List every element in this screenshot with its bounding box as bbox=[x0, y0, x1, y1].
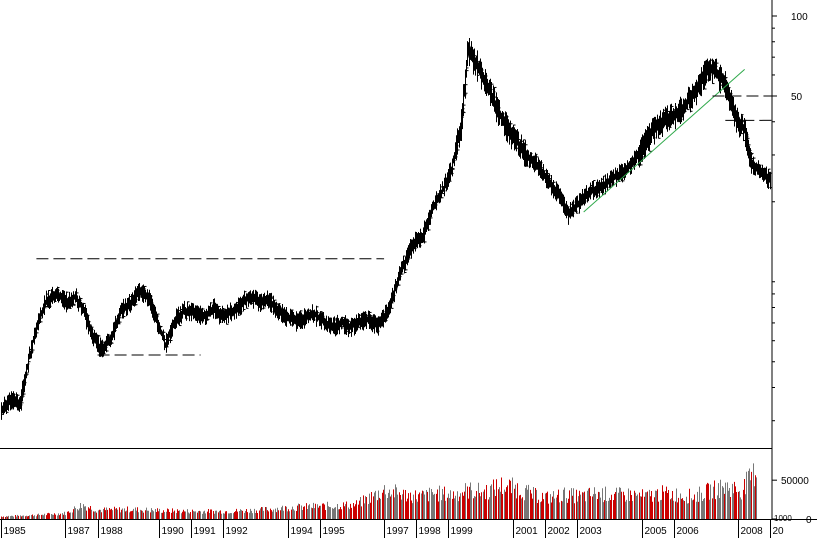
time-tick-label-5: 1992 bbox=[226, 526, 249, 537]
time-tick-label-11: 2001 bbox=[516, 526, 539, 537]
volume-unit-label: 1000 bbox=[774, 514, 792, 523]
time-tick-label-13: 2003 bbox=[580, 526, 603, 537]
annotation-layer bbox=[36, 68, 772, 356]
time-tick-label-8: 1997 bbox=[387, 526, 410, 537]
volume-panel bbox=[1, 463, 757, 519]
time-tick-label-3: 1990 bbox=[162, 526, 185, 537]
volume-tick-label-1: 0 bbox=[806, 515, 812, 526]
green-trendline bbox=[583, 68, 745, 213]
time-tick-label-9: 1998 bbox=[419, 526, 442, 537]
volume-axis: 50000 0 1000 bbox=[772, 476, 812, 526]
time-axis: 1985 1987 1988 1990 1991 1992 1994 1995 1997 1998… bbox=[0, 519, 817, 538]
time-tick-label-10: 1999 bbox=[451, 526, 474, 537]
time-tick-label-16: 2008 bbox=[741, 526, 764, 537]
volume-tick-label-0: 50000 bbox=[781, 476, 809, 487]
time-tick-label-14: 2005 bbox=[645, 526, 668, 537]
time-tick-label-7: 1995 bbox=[323, 526, 346, 537]
price-tick-label-1: 50 bbox=[791, 92, 803, 103]
time-tick-label-12: 2002 bbox=[548, 526, 571, 537]
time-tick-label-17: 20 bbox=[773, 526, 785, 537]
price-tick-label-0: 100 bbox=[791, 12, 808, 23]
time-tick-label-4: 1991 bbox=[194, 526, 217, 537]
time-tick-label-1: 1987 bbox=[68, 526, 91, 537]
time-tick-label-6: 1994 bbox=[291, 526, 314, 537]
time-tick-label-0: 1985 bbox=[4, 526, 27, 537]
time-tick-label-15: 2006 bbox=[677, 526, 700, 537]
price-axis: 100 50 bbox=[771, 0, 808, 519]
price-panel bbox=[0, 37, 773, 449]
time-tick-label-2: 1988 bbox=[101, 526, 124, 537]
